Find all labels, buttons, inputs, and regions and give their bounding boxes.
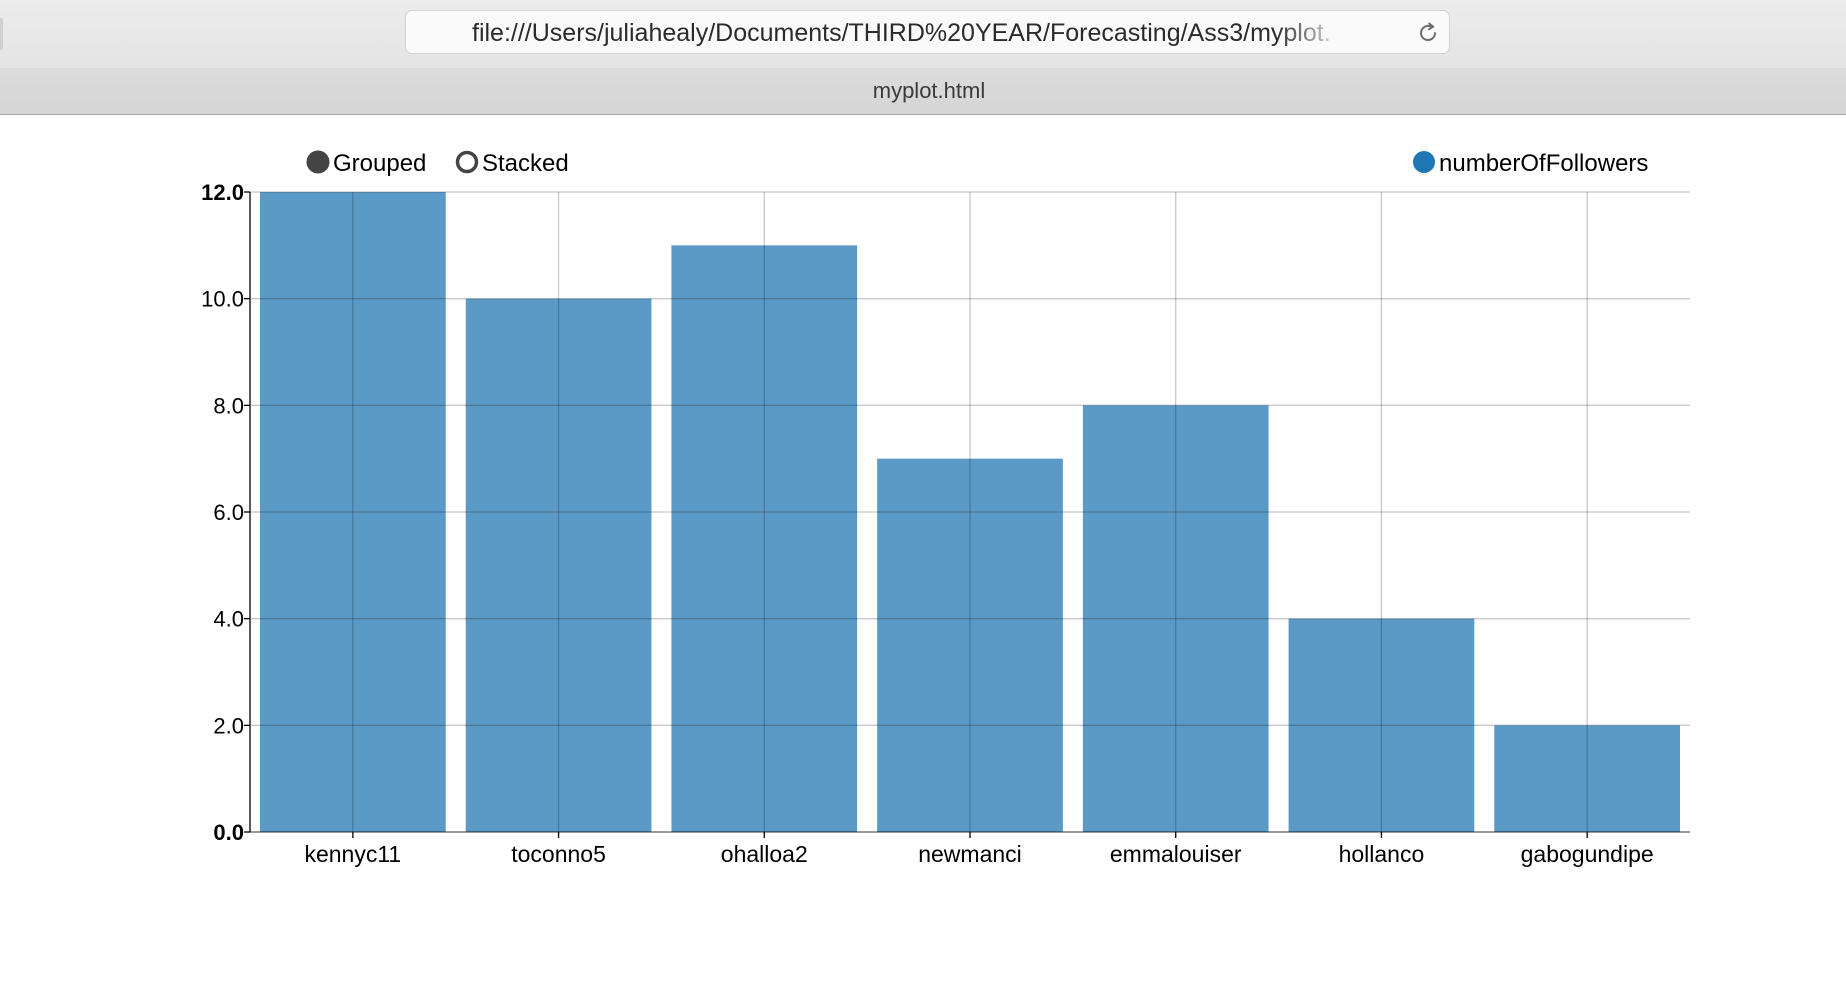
grouped-radio-icon[interactable] xyxy=(306,150,330,174)
bar-chart: Grouped Stacked numberOfFollowers 0.0 2.0… xyxy=(201,150,1690,867)
axis-layer: 0.0 2.0 4.0 6.0 8.0 10.0 12.0 kennyc11 toconno5 o… xyxy=(201,180,1690,867)
x-tick-label-emmalouiser: emmalouiser xyxy=(1110,841,1242,867)
y-tick-label: 2.0 xyxy=(213,713,244,738)
y-tick-label: 10.0 xyxy=(201,287,244,312)
url-text[interactable]: file:///Users/juliahealy/Documents/THIRD… xyxy=(472,19,1332,47)
bar-toconno5[interactable] xyxy=(465,298,652,832)
reload-icon[interactable] xyxy=(1416,21,1440,45)
legend-swatch-icon[interactable] xyxy=(1413,151,1435,173)
bar-newmanci[interactable] xyxy=(877,458,1063,832)
window-edge xyxy=(0,18,3,50)
bar-hollanco[interactable] xyxy=(1288,618,1475,832)
chart-controls: Grouped Stacked numberOfFollowers xyxy=(306,150,1648,177)
x-tick-label-ohalloa2: ohalloa2 xyxy=(721,841,808,867)
x-tick-label-toconno5: toconno5 xyxy=(511,841,606,867)
y-tick-label: 8.0 xyxy=(213,393,244,418)
stacked-label[interactable]: Stacked xyxy=(482,150,569,177)
x-tick-label-hollanco: hollanco xyxy=(1339,841,1425,867)
legend-item[interactable]: numberOfFollowers xyxy=(1413,150,1648,177)
page-content: Grouped Stacked numberOfFollowers 0.0 2.0… xyxy=(0,115,1846,990)
tab-title[interactable]: myplot.html xyxy=(872,78,986,103)
x-tick-label-newmanci: newmanci xyxy=(918,841,1022,867)
grouped-label[interactable]: Grouped xyxy=(333,150,426,177)
stacked-toggle[interactable]: Stacked xyxy=(455,150,569,177)
bar-kennyc11[interactable] xyxy=(260,192,446,832)
bar-gabogundipe[interactable] xyxy=(1494,725,1680,832)
url-fade xyxy=(1276,17,1346,49)
bar-emmalouiser[interactable] xyxy=(1082,405,1269,832)
y-tick-label: 6.0 xyxy=(213,500,244,525)
y-tick-label: 0.0 xyxy=(213,820,244,845)
y-tick-label: 12.0 xyxy=(201,180,244,205)
bar-ohalloa2[interactable] xyxy=(671,245,858,833)
x-tick-label-gabogundipe: gabogundipe xyxy=(1521,841,1654,867)
browser-toolbar: file:///Users/juliahealy/Documents/THIRD… xyxy=(0,0,1846,69)
y-tick-label: 4.0 xyxy=(213,607,244,632)
bars-layer xyxy=(260,192,1680,833)
address-bar[interactable]: file:///Users/juliahealy/Documents/THIRD… xyxy=(405,10,1450,54)
legend-label[interactable]: numberOfFollowers xyxy=(1439,150,1648,177)
x-tick-label-kennyc11: kennyc11 xyxy=(304,841,401,867)
grouped-toggle[interactable]: Grouped xyxy=(306,150,426,177)
stacked-radio-icon[interactable] xyxy=(455,150,479,174)
tab-bar: myplot.html xyxy=(0,68,1846,115)
